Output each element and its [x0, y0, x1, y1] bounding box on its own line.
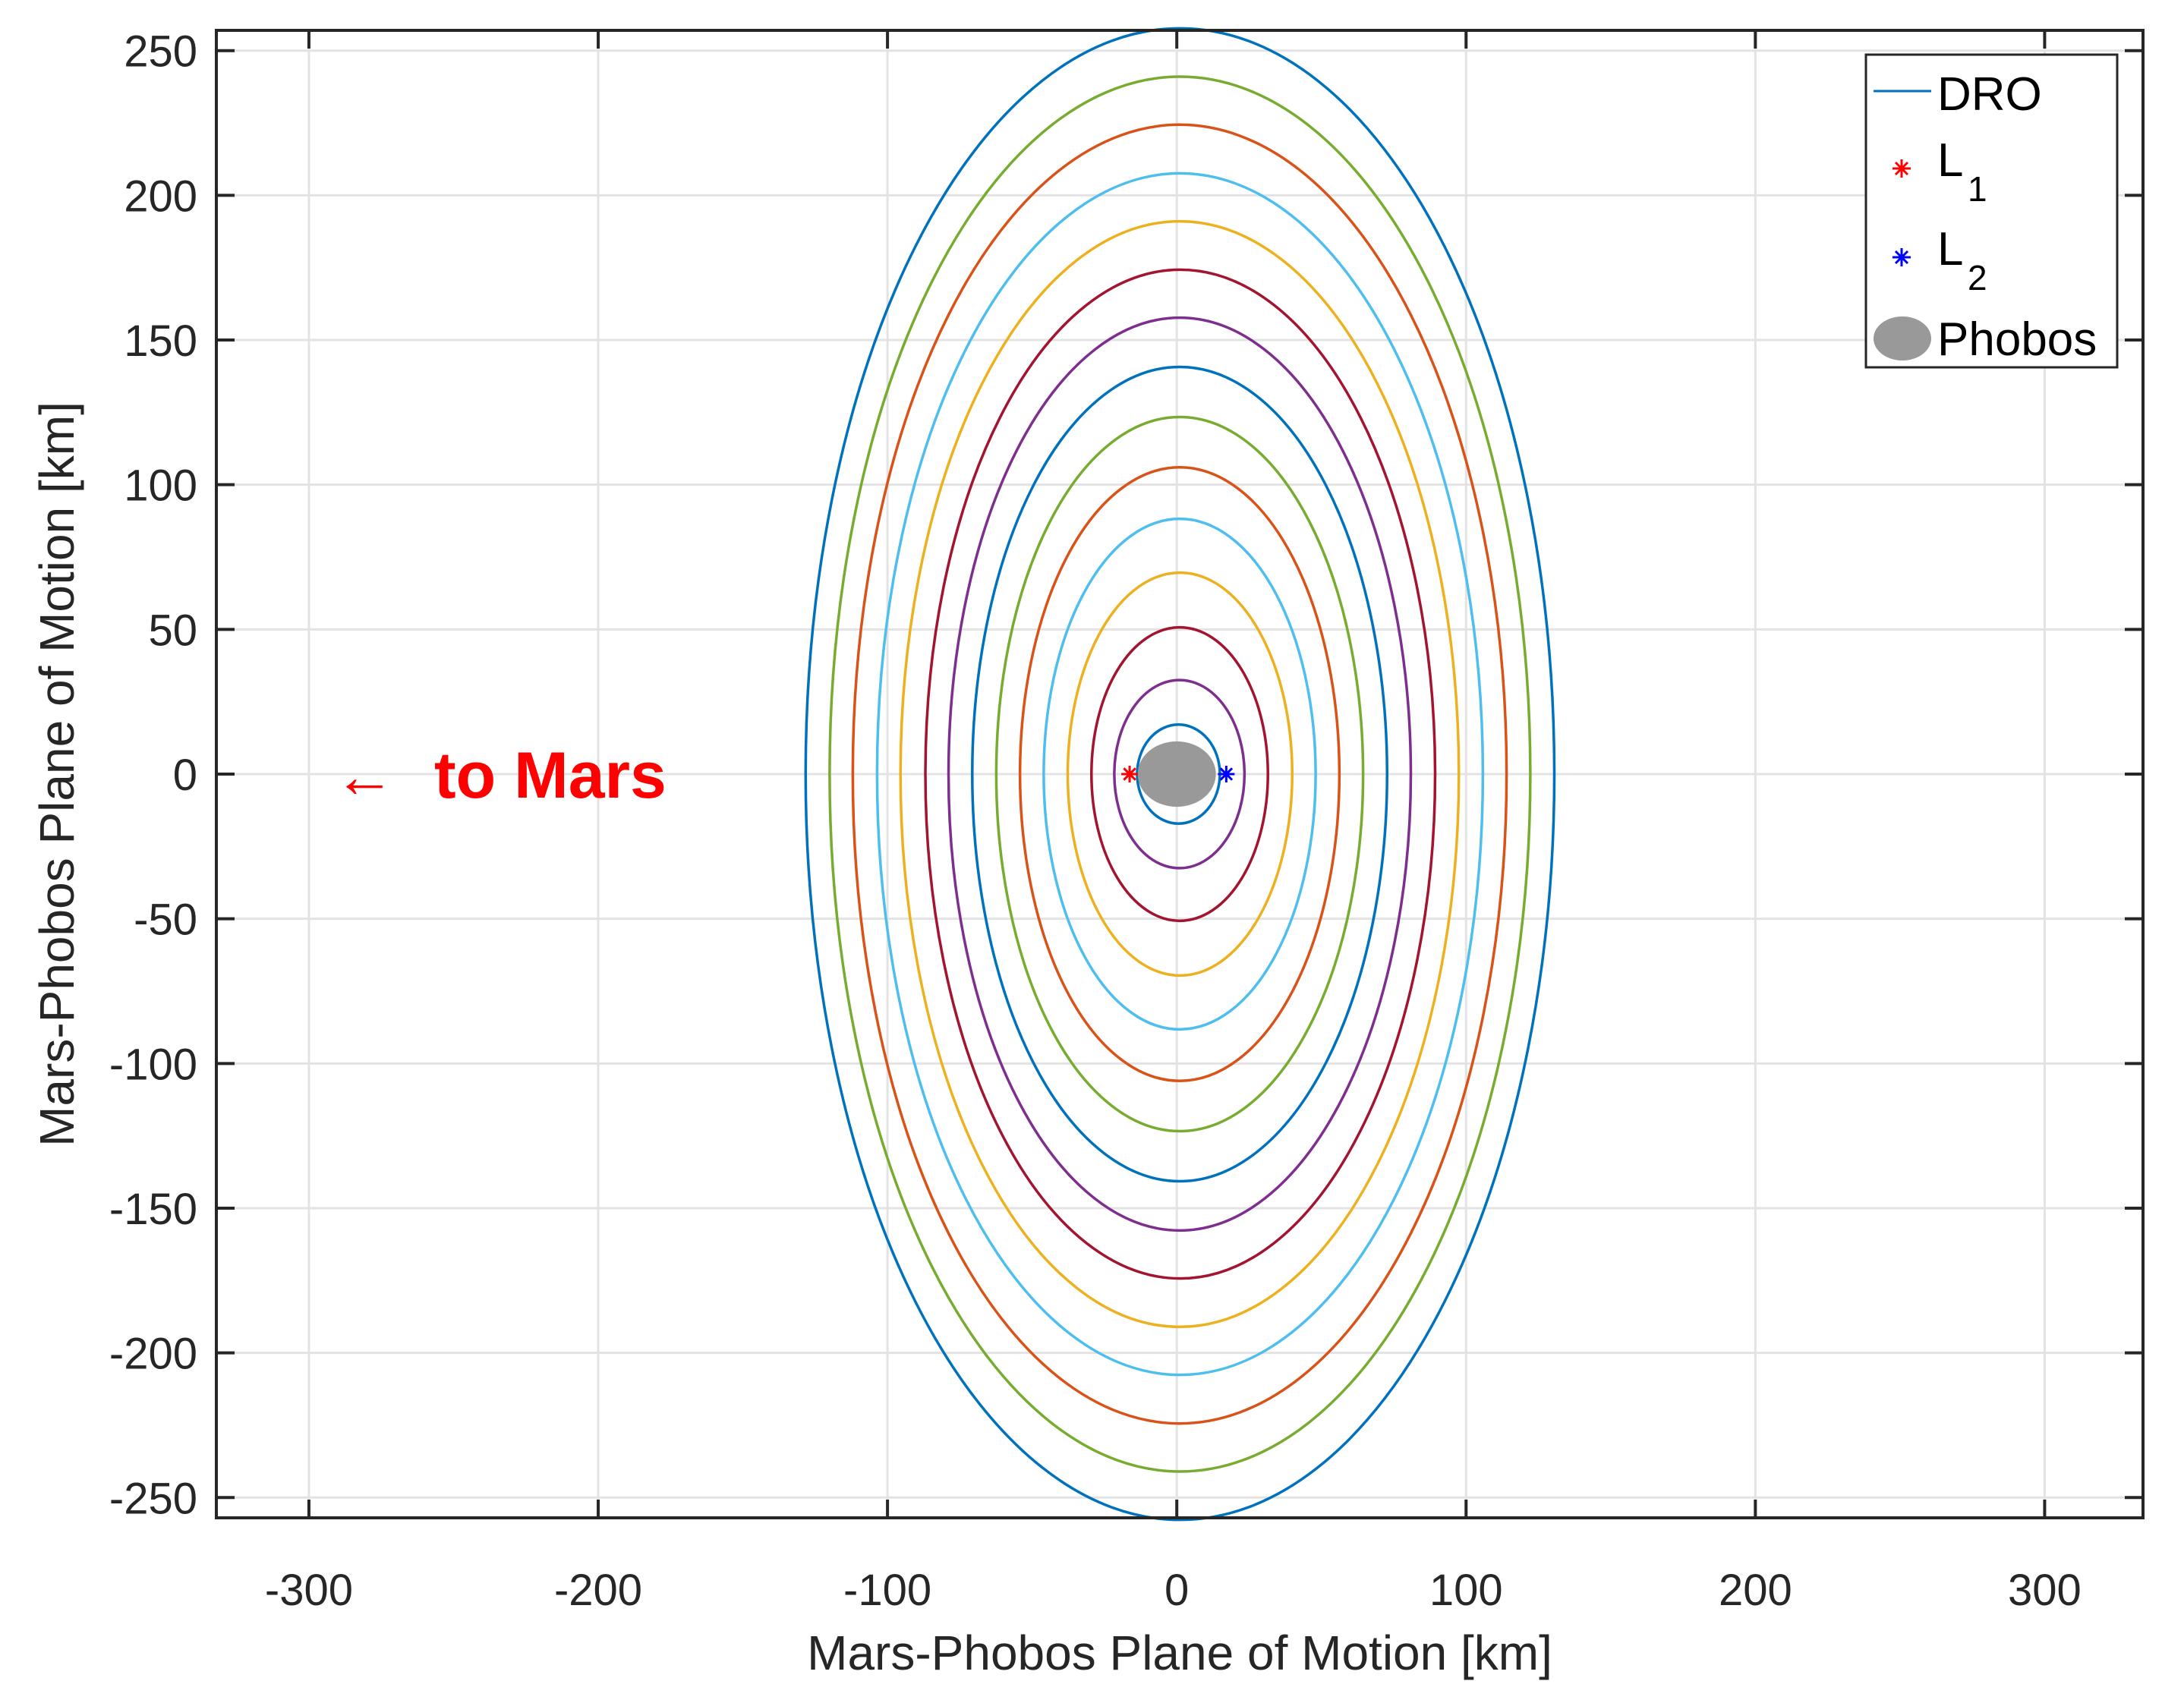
phobos-ellipse [1137, 741, 1216, 807]
y-tick-label: 200 [124, 172, 197, 221]
asterisk-icon [1892, 248, 1911, 266]
x-tick-labels: -300 -200 -100 0 100 200 300 [265, 1566, 2082, 1615]
dro-orbit-curve [1113, 678, 1246, 870]
plot-area [215, 27, 2145, 1522]
asterisk-icon [1892, 159, 1911, 178]
x-tick-label: 100 [1429, 1566, 1503, 1615]
y-tick-label: -50 [134, 896, 197, 945]
annotation-text: to Mars [434, 739, 667, 812]
legend-item-phobos: Phobos [1874, 313, 2097, 366]
dro-orbit-curve [1066, 571, 1294, 977]
dro-orbit-curve [1090, 625, 1269, 923]
legend-label-phobos: Phobos [1937, 313, 2097, 366]
phobos-body [1137, 741, 1216, 807]
y-tick-label: -250 [109, 1474, 197, 1523]
x-axis-label: Mars-Phobos Plane of Motion [km] [807, 1626, 1552, 1680]
to-mars-annotation: ← to Mars [334, 739, 667, 812]
x-tick-label: 300 [2008, 1566, 2082, 1615]
grid-lines [216, 30, 2143, 1518]
asterisk-icon-l2 [1218, 766, 1235, 782]
x-tick-label: 0 [1164, 1566, 1189, 1615]
ellipse-icon [1874, 316, 1931, 360]
x-tick-label: -200 [554, 1566, 642, 1615]
x-tick-label: -300 [265, 1566, 353, 1615]
dro-orbit-curve [851, 123, 1508, 1425]
dro-orbit-curve [994, 415, 1365, 1133]
dro-orbit-curve [947, 316, 1413, 1232]
y-tick-label: 150 [124, 316, 197, 366]
legend-item-l2: L 2 [1892, 223, 1987, 297]
y-tick-labels: -250 -200 -150 -100 -50 0 50 100 150 200 250 [109, 27, 197, 1524]
dro-orbit-curve [971, 365, 1388, 1183]
legend-box [1864, 53, 2119, 369]
dro-orbit-curve [899, 219, 1461, 1329]
dro-orbits [804, 27, 1556, 1522]
lagrange-points [1121, 766, 1235, 782]
y-axis-label: Mars-Phobos Plane of Motion [km] [30, 401, 84, 1147]
x-tick-label: 200 [1719, 1566, 1792, 1615]
y-tick-label: 250 [124, 27, 197, 77]
y-tick-label: -200 [109, 1330, 197, 1379]
dro-orbit-curve [1042, 517, 1317, 1031]
legend-item-dro: DRO [1874, 68, 2042, 121]
left-arrow-icon: ← [334, 742, 395, 810]
legend: DRO L 1 L 2 Phobos [1864, 53, 2119, 369]
dro-orbit-curve [828, 75, 1532, 1473]
y-tick-label: 50 [148, 606, 197, 655]
axis-ticks [216, 30, 2143, 1518]
legend-label-dro: DRO [1937, 68, 2042, 121]
y-tick-label: -100 [109, 1040, 197, 1089]
legend-label-l2: L [1937, 223, 1963, 275]
dro-orbit-curve [875, 172, 1485, 1377]
x-tick-label: -100 [843, 1566, 931, 1615]
legend-label-l1: L [1937, 134, 1963, 187]
dro-orbit-curve [924, 268, 1437, 1280]
y-tick-label: 100 [124, 461, 197, 511]
dro-orbit-curve [1018, 466, 1341, 1082]
y-tick-label: -150 [109, 1185, 197, 1234]
y-tick-label: 0 [173, 751, 197, 800]
asterisk-icon-l1 [1121, 766, 1139, 782]
legend-item-l1: L 1 [1892, 134, 1987, 209]
dro-orbit-curve [804, 27, 1556, 1522]
legend-sub-l2: 2 [1968, 258, 1987, 297]
legend-sub-l1: 1 [1968, 169, 1987, 209]
